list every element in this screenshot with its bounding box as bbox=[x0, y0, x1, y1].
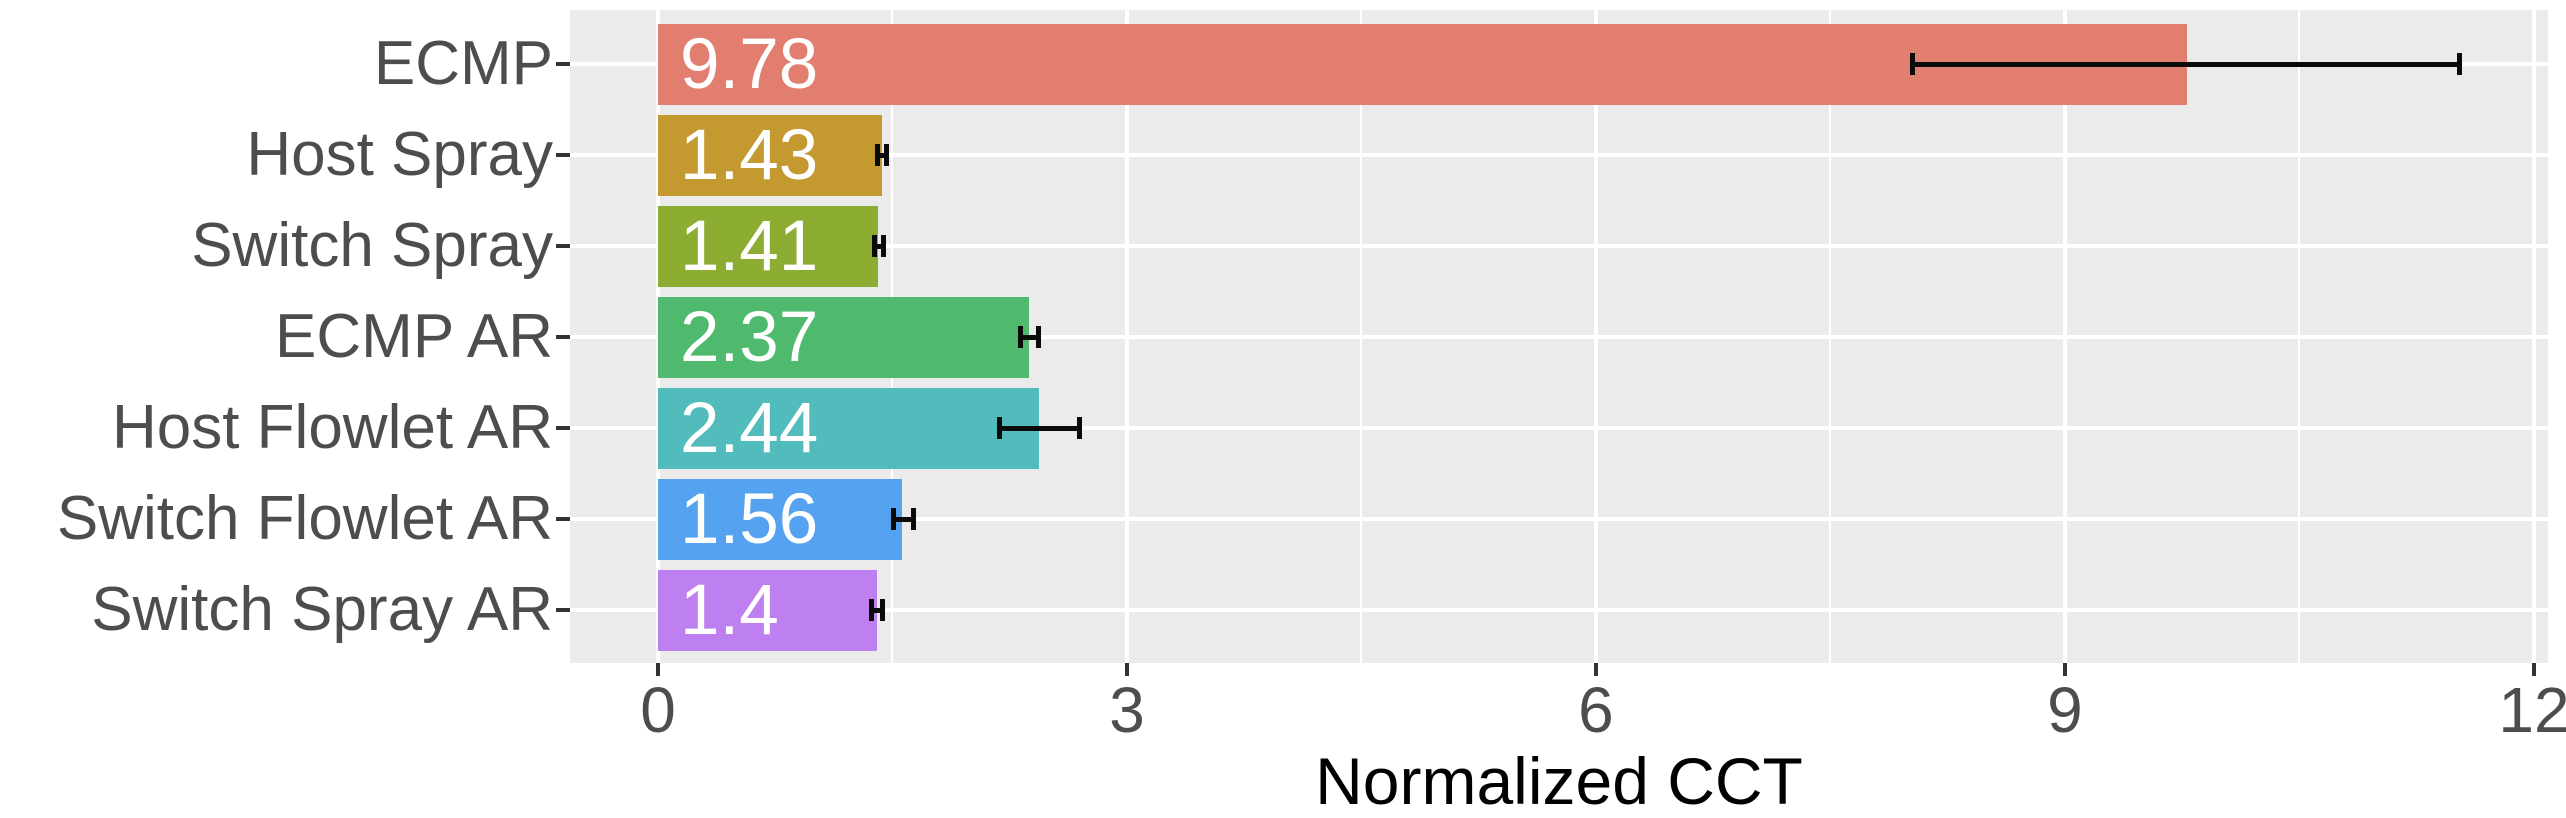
error-bar-line bbox=[875, 243, 884, 249]
error-bar-cap-right bbox=[879, 599, 885, 621]
bar-value-label: 9.78 bbox=[680, 24, 819, 104]
error-bar-cap-right bbox=[1035, 326, 1041, 348]
y-axis-tick bbox=[556, 426, 570, 430]
error-bar-line bbox=[894, 516, 913, 522]
row-gridline bbox=[570, 426, 2548, 430]
error-bar-cap-left bbox=[869, 599, 875, 621]
error-bar-cap-right bbox=[910, 508, 916, 530]
error-bar-cap-right bbox=[2456, 53, 2462, 75]
error-bar-cap-left bbox=[872, 235, 878, 257]
x-axis-tick-label: 3 bbox=[1109, 674, 1145, 746]
plot-panel: 9.78 1.43 1.41 2.37 2.44 1.56 1.4 bbox=[570, 10, 2548, 663]
error-bar-cap-left bbox=[891, 508, 897, 530]
bar: 2.44 bbox=[658, 387, 1040, 469]
y-axis-tick bbox=[556, 153, 570, 157]
x-axis-title: Normalized CCT bbox=[1315, 744, 1803, 818]
x-axis-tick bbox=[1593, 663, 1598, 676]
row-gridline bbox=[570, 153, 2548, 157]
bar-value-label: 2.37 bbox=[680, 297, 819, 377]
y-axis-tick bbox=[556, 335, 570, 339]
bar-value-label: 1.56 bbox=[680, 479, 819, 559]
error-bar-cap-right bbox=[884, 144, 890, 166]
y-axis-tick bbox=[556, 517, 570, 521]
x-axis-tick-label: 12 bbox=[2498, 674, 2566, 746]
error-bar-line bbox=[1000, 425, 1079, 431]
bar-value-label: 1.43 bbox=[680, 115, 819, 195]
y-axis-tick bbox=[556, 62, 570, 66]
error-bar-cap-right bbox=[881, 235, 887, 257]
y-axis-label: Switch Flowlet AR bbox=[56, 484, 553, 553]
row-gridline bbox=[570, 517, 2548, 521]
bar: 2.37 bbox=[658, 296, 1029, 378]
bar: 1.4 bbox=[658, 569, 877, 651]
y-axis-label: Switch Spray bbox=[191, 211, 553, 280]
y-axis-label: ECMP bbox=[373, 29, 553, 98]
bar: 1.43 bbox=[658, 114, 882, 196]
x-axis-tick-label: 0 bbox=[640, 674, 676, 746]
error-bar-cap-left bbox=[875, 144, 881, 166]
y-axis-label: Switch Spray AR bbox=[91, 575, 553, 644]
error-bar-line bbox=[1913, 61, 2459, 67]
bar: 1.41 bbox=[658, 205, 879, 287]
y-axis-tick bbox=[556, 608, 570, 612]
bar-value-label: 2.44 bbox=[680, 388, 819, 468]
y-axis-tick bbox=[556, 244, 570, 248]
y-axis-label: Host Spray bbox=[246, 120, 553, 189]
x-axis-tick bbox=[656, 663, 660, 676]
error-bar-cap-left bbox=[997, 417, 1003, 439]
x-axis-tick bbox=[2062, 663, 2067, 676]
error-bar-line bbox=[872, 607, 882, 613]
error-bar-cap-right bbox=[1076, 417, 1082, 439]
bar: 1.56 bbox=[658, 478, 902, 560]
row-gridline bbox=[570, 608, 2548, 612]
x-axis-tick-label: 9 bbox=[2047, 674, 2083, 746]
x-axis-tick bbox=[2531, 663, 2536, 676]
error-bar-line bbox=[1020, 334, 1038, 340]
row-gridline bbox=[570, 335, 2548, 339]
y-axis-label: ECMP AR bbox=[275, 302, 553, 371]
x-axis-tick-label: 6 bbox=[1578, 674, 1614, 746]
y-axis-label: Host Flowlet AR bbox=[111, 393, 553, 462]
error-bar-cap-left bbox=[1017, 326, 1023, 348]
error-bar-line bbox=[878, 152, 887, 158]
bar-value-label: 1.41 bbox=[680, 206, 819, 286]
x-axis-tick bbox=[1124, 663, 1129, 676]
bar-value-label: 1.4 bbox=[680, 570, 779, 650]
error-bar-cap-left bbox=[1910, 53, 1916, 75]
row-gridline bbox=[570, 244, 2548, 248]
